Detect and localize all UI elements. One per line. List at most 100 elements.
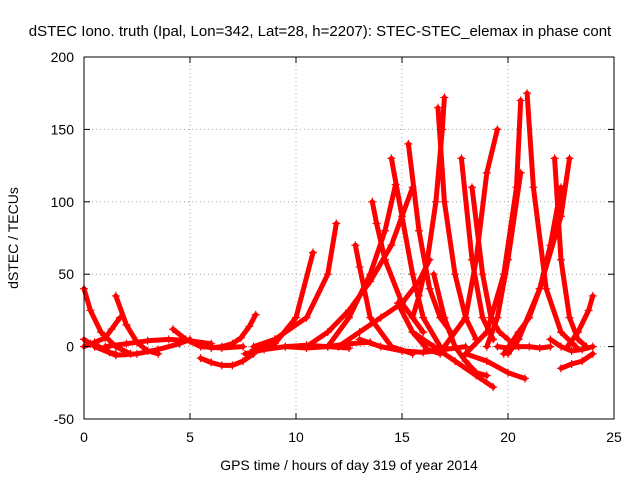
data-point (482, 168, 491, 177)
data-point (467, 183, 476, 192)
data-point (228, 361, 237, 370)
data-point (567, 359, 576, 368)
series-line (484, 170, 524, 350)
data-point (535, 284, 544, 293)
data-point (101, 333, 110, 342)
data-point (523, 89, 532, 98)
series-arc40 (546, 335, 597, 355)
data-point (281, 342, 290, 351)
data-point (368, 197, 377, 206)
y-tick-label: -50 (54, 411, 74, 427)
series-line (92, 336, 193, 358)
data-point (404, 139, 413, 148)
data-point (355, 335, 364, 344)
data-point (302, 313, 311, 322)
data-point (408, 270, 417, 279)
data-point (451, 342, 459, 351)
x-axis-label: GPS time / hours of day 319 of year 2014 (220, 457, 478, 473)
data-point (461, 313, 470, 322)
data-point (440, 313, 449, 322)
data-point (520, 374, 529, 383)
data-point (414, 226, 423, 235)
data-point (381, 255, 390, 264)
series-arc26 (408, 328, 498, 392)
data-point (504, 349, 512, 358)
data-point (164, 335, 173, 344)
data-point (217, 361, 226, 370)
data-point (472, 371, 481, 380)
series-line (558, 351, 596, 371)
series-arc23 (408, 93, 449, 322)
data-point (122, 320, 131, 329)
data-point (429, 270, 438, 279)
data-point (408, 313, 417, 322)
series-arc35 (461, 349, 529, 383)
data-point (355, 328, 364, 337)
data-point (143, 336, 152, 345)
data-point (270, 335, 279, 344)
data-point (245, 322, 254, 331)
data-point (387, 241, 396, 250)
data-point (584, 306, 593, 315)
data-point (489, 383, 498, 392)
data-point (181, 335, 190, 344)
data-point (423, 345, 432, 354)
data-point (419, 328, 428, 337)
series-arc17 (323, 180, 400, 351)
series-arc07 (169, 325, 247, 353)
data-point (493, 125, 502, 134)
data-point (398, 346, 406, 355)
data-point (429, 342, 438, 351)
y-tick-label: 150 (51, 121, 75, 137)
data-point (482, 371, 491, 380)
x-tick-label: 10 (288, 429, 304, 445)
series-line (251, 221, 339, 350)
data-point (546, 335, 555, 344)
data-point (461, 357, 470, 366)
x-tick-label: 20 (500, 429, 516, 445)
series-arc29 (440, 125, 502, 351)
data-point (249, 342, 258, 351)
y-tick-label: 50 (58, 266, 74, 282)
data-point (557, 342, 565, 351)
data-point (482, 357, 491, 366)
data-point (419, 348, 428, 357)
y-axis-label: dSTEC / TECUs (5, 187, 21, 289)
data-point (440, 93, 449, 102)
series-arc33 (499, 183, 565, 358)
data-point (228, 339, 237, 348)
data-point (323, 342, 332, 351)
data-point (557, 328, 565, 337)
data-point (236, 333, 245, 342)
data-point (514, 335, 523, 344)
data-point (323, 270, 332, 279)
data-point (334, 342, 343, 351)
data-point (461, 349, 470, 358)
data-point (495, 328, 504, 337)
data-point (516, 168, 525, 177)
series-line (463, 351, 528, 381)
data-point (440, 342, 449, 351)
plot-frame (83, 56, 615, 420)
data-point (96, 328, 105, 337)
data-point (493, 342, 502, 351)
series-arc09 (207, 310, 260, 353)
y-tick-label: 200 (51, 49, 75, 65)
data-point (472, 255, 481, 264)
data-point (366, 313, 375, 322)
series-arc34 (493, 342, 555, 353)
data-point (478, 270, 487, 279)
data-point (332, 219, 341, 228)
data-point (451, 357, 459, 366)
data-point (408, 328, 417, 337)
data-point (493, 313, 502, 322)
data-point (107, 325, 116, 334)
y-tick-label: 100 (51, 194, 75, 210)
data-point (355, 262, 364, 271)
data-point (366, 270, 375, 279)
data-layer (80, 89, 597, 392)
data-point (535, 344, 544, 353)
data-point (133, 349, 141, 358)
data-point (292, 313, 300, 322)
data-point (302, 342, 311, 351)
